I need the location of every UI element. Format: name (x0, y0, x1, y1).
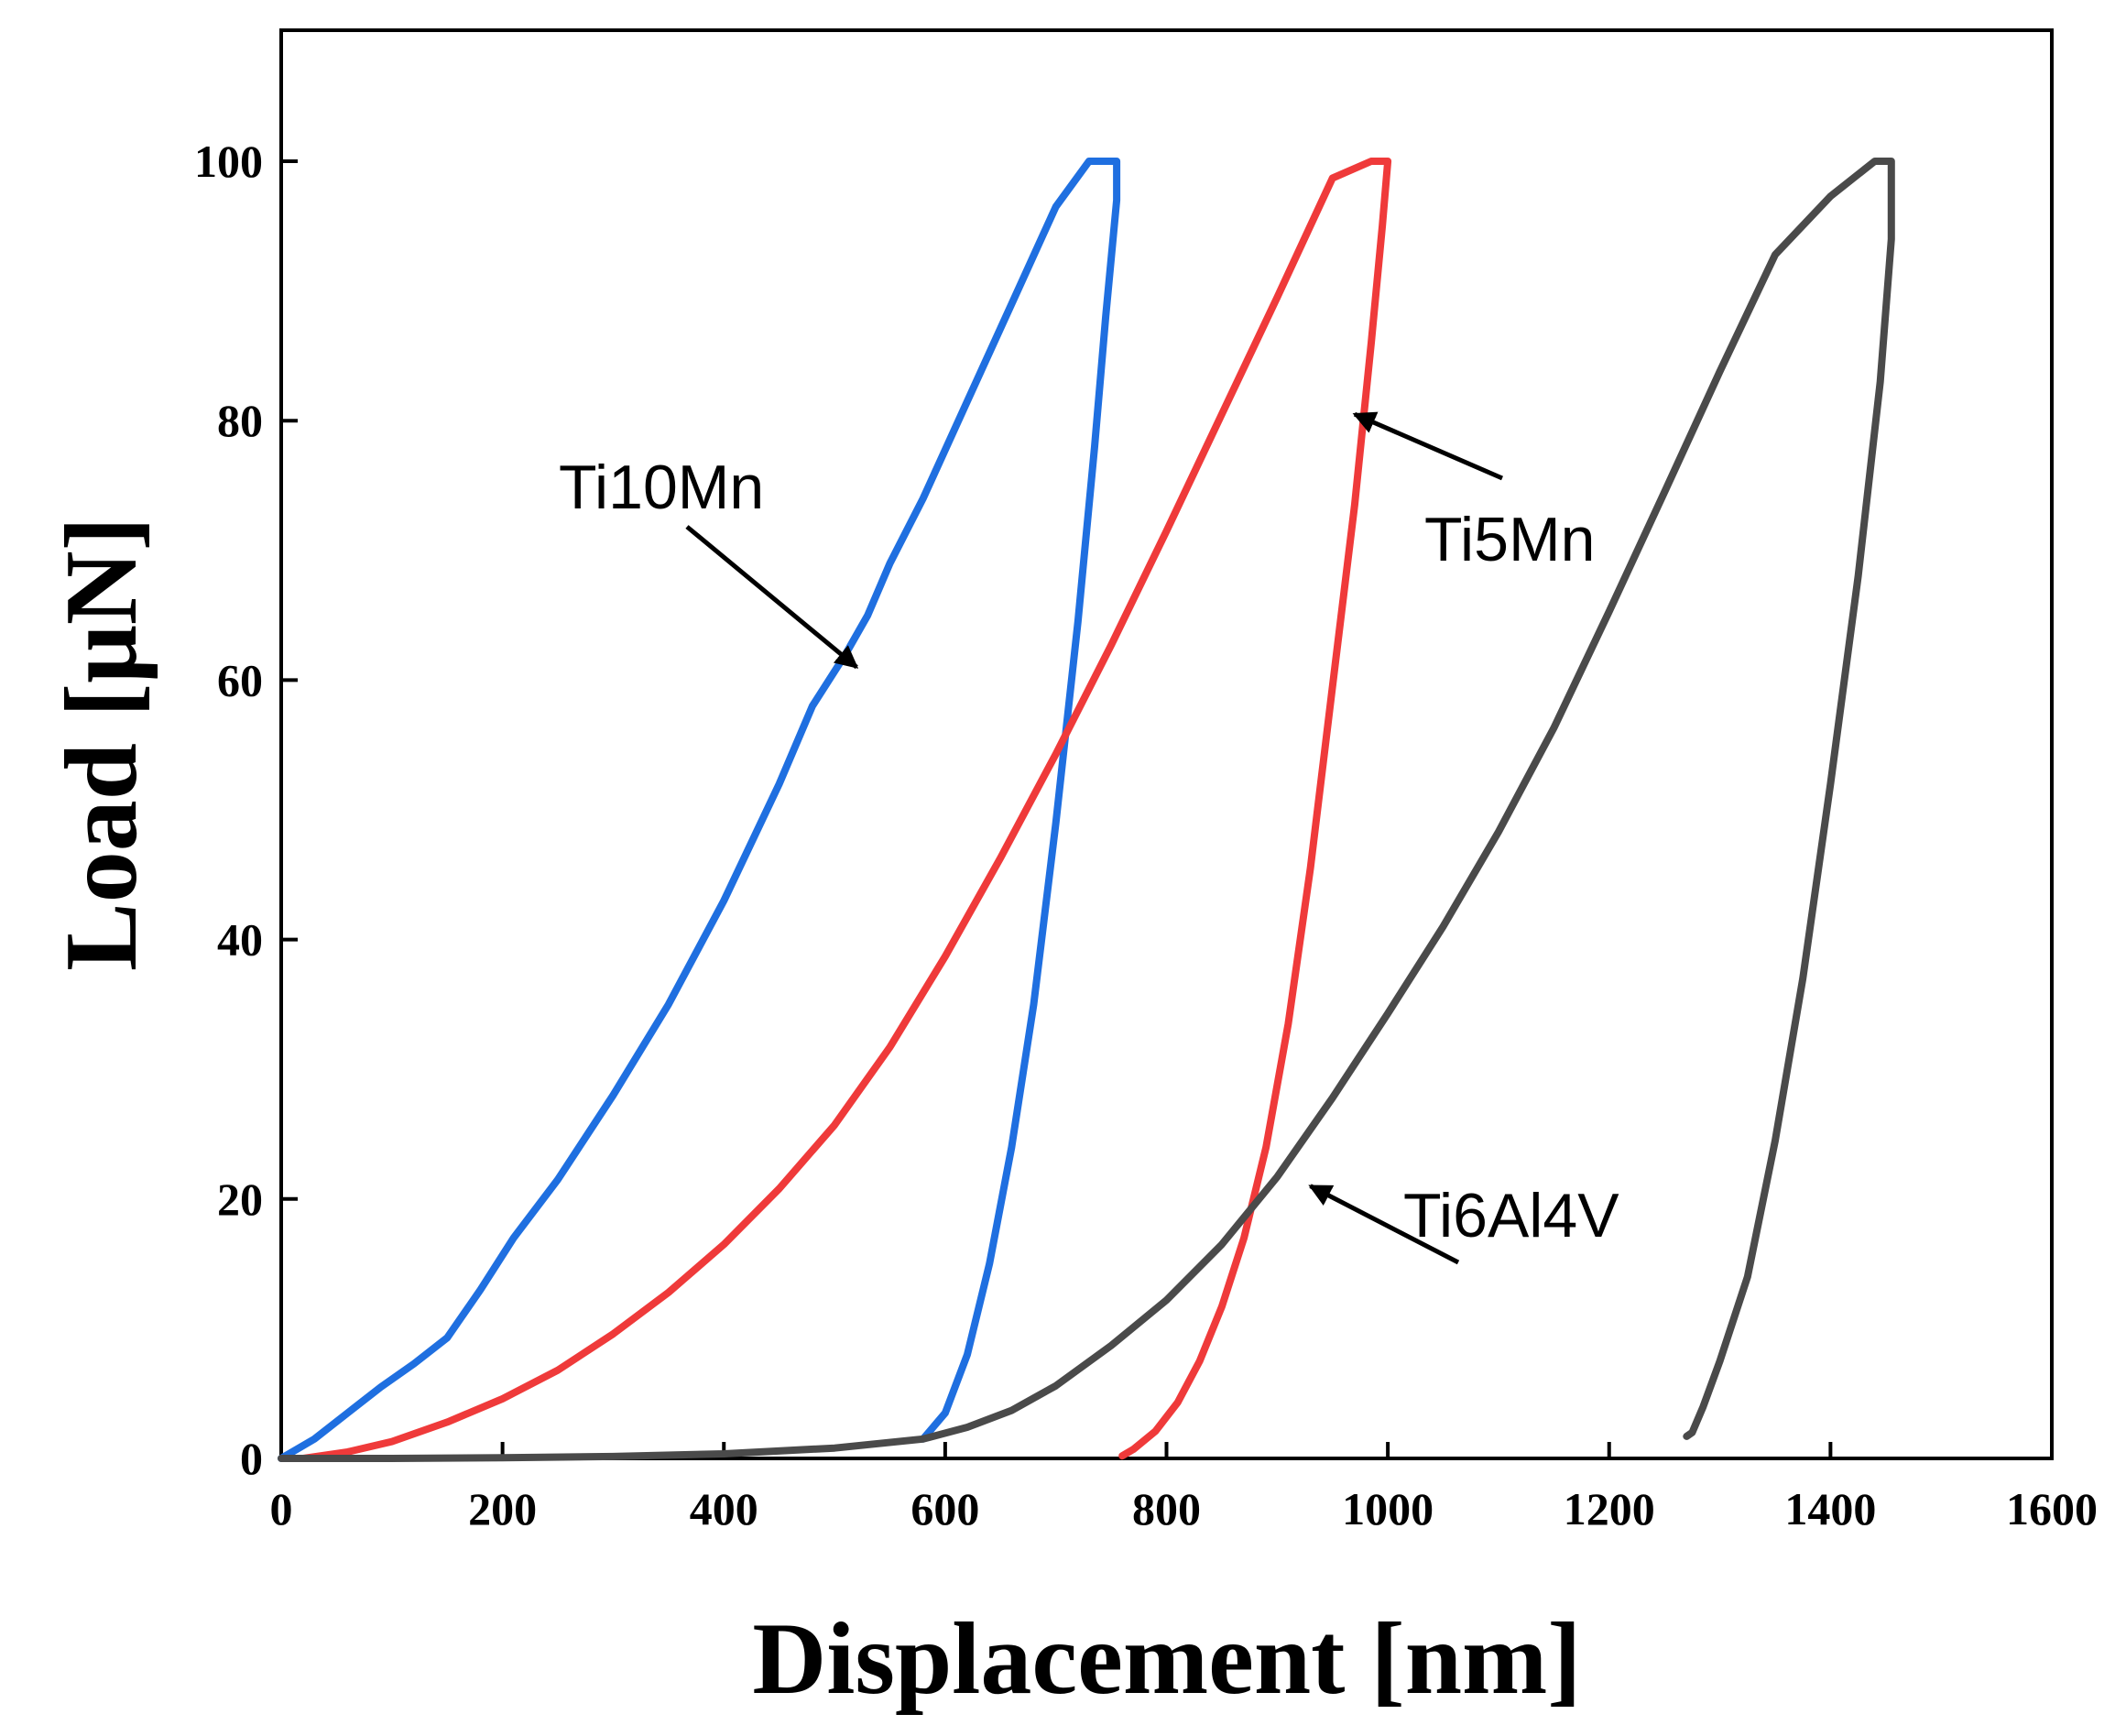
y-tick-label: 80 (217, 395, 263, 446)
annotation-label-ti5mn: Ti5Mn (1424, 505, 1595, 574)
x-axis-title: Displacement [nm] (752, 1602, 1581, 1716)
x-tick-label: 1200 (1564, 1483, 1655, 1534)
series-line-ti10mn (278, 158, 1121, 1462)
annotation-arrow-ti10mn (685, 525, 859, 670)
y-tick-label: 0 (240, 1433, 263, 1484)
x-tick-label: 1400 (1784, 1483, 1876, 1534)
y-tick-label: 20 (217, 1174, 263, 1225)
x-tick-label: 0 (270, 1483, 293, 1534)
series-layer (278, 158, 1895, 1462)
x-tick-label: 1000 (1342, 1483, 1434, 1534)
annotation-label-ti6al4v: Ti6Al4V (1403, 1181, 1619, 1250)
y-axis-ticks: 0 20 40 60 80 100 (194, 136, 298, 1484)
x-tick-label: 1600 (2006, 1483, 2098, 1534)
y-tick-label: 100 (194, 136, 263, 187)
y-tick-label: 60 (217, 654, 263, 705)
x-tick-label: 400 (690, 1483, 758, 1534)
x-tick-label: 800 (1132, 1483, 1201, 1534)
y-tick-label: 40 (217, 914, 263, 966)
annotation-arrow-ti6al4v (1308, 1184, 1460, 1265)
annotation-layer: Ti10Mn Ti5Mn Ti6Al4V (559, 411, 1619, 1265)
annotation-arrow-ti5mn (1352, 411, 1503, 481)
x-tick-label: 600 (910, 1483, 979, 1534)
x-axis-ticks: 0 200 400 600 800 1000 1200 1400 1600 (270, 1442, 2098, 1534)
series-line-ti5mn (300, 158, 1392, 1462)
series-line-ti6al4v (278, 158, 1895, 1462)
annotation-label-ti10mn: Ti10Mn (559, 453, 764, 522)
y-axis-title: Load [μN] (45, 517, 158, 971)
x-tick-label: 200 (468, 1483, 537, 1534)
